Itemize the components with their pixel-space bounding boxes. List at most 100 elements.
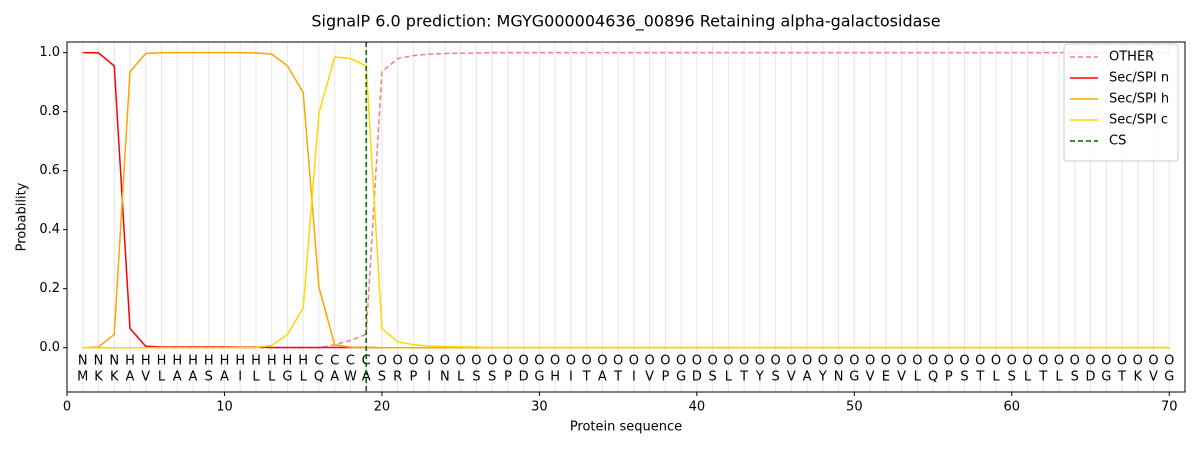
residue-label: L bbox=[268, 370, 276, 385]
residue-label: T bbox=[613, 370, 622, 385]
residue-label: A bbox=[330, 370, 339, 385]
residue-label: T bbox=[975, 370, 984, 385]
region-label: O bbox=[629, 354, 639, 369]
region-label: O bbox=[566, 354, 576, 369]
residue-label: L bbox=[1024, 370, 1032, 385]
region-label: O bbox=[818, 354, 828, 369]
residue-label: A bbox=[173, 370, 182, 385]
series-line bbox=[82, 56, 1170, 349]
residue-label: V bbox=[1149, 370, 1158, 385]
x-axis-label: Protein sequence bbox=[570, 420, 682, 435]
region-label: O bbox=[471, 354, 481, 369]
x-tick-label: 30 bbox=[531, 400, 548, 415]
region-label: O bbox=[597, 354, 607, 369]
residue-label: T bbox=[739, 370, 748, 385]
region-label: O bbox=[928, 354, 938, 369]
residue-label: A bbox=[189, 370, 198, 385]
residue-label: T bbox=[1038, 370, 1047, 385]
legend-label: OTHER bbox=[1109, 50, 1154, 65]
residue-label: I bbox=[569, 370, 573, 385]
residue-label: S bbox=[378, 370, 386, 385]
x-tick-label: 10 bbox=[216, 400, 233, 415]
region-label: H bbox=[141, 354, 151, 369]
region-label: O bbox=[707, 354, 717, 369]
residue-label: S bbox=[1071, 370, 1079, 385]
region-label: O bbox=[1101, 354, 1111, 369]
residue-label: W bbox=[344, 370, 357, 385]
region-label: O bbox=[991, 354, 1001, 369]
region-label: O bbox=[582, 354, 592, 369]
region-label: N bbox=[78, 354, 88, 369]
region-label: C bbox=[330, 354, 339, 369]
region-label: O bbox=[660, 354, 670, 369]
residue-label: R bbox=[393, 370, 402, 385]
y-tick-label: 0.2 bbox=[39, 281, 60, 296]
region-label: H bbox=[267, 354, 277, 369]
region-label: O bbox=[1007, 354, 1017, 369]
y-tick-label: 0.8 bbox=[39, 104, 60, 119]
residue-label: A bbox=[220, 370, 229, 385]
region-label: H bbox=[125, 354, 135, 369]
residue-label: M bbox=[77, 370, 88, 385]
residue-label: Q bbox=[928, 370, 938, 385]
region-label: O bbox=[550, 354, 560, 369]
residue-label: D bbox=[519, 370, 529, 385]
region-label: O bbox=[487, 354, 497, 369]
region-label: O bbox=[534, 354, 544, 369]
region-label: O bbox=[424, 354, 434, 369]
residue-label: L bbox=[725, 370, 733, 385]
legend-label: Sec/SPI n bbox=[1109, 71, 1169, 86]
residue-label: K bbox=[110, 370, 119, 385]
residue-label: P bbox=[504, 370, 512, 385]
residue-label: L bbox=[1055, 370, 1063, 385]
x-tick-label: 70 bbox=[1161, 400, 1178, 415]
residue-label: S bbox=[771, 370, 779, 385]
x-tick-label: 50 bbox=[846, 400, 863, 415]
region-label: H bbox=[220, 354, 230, 369]
region-label: O bbox=[676, 354, 686, 369]
series-line bbox=[82, 51, 1170, 349]
region-label: O bbox=[1054, 354, 1064, 369]
residue-label: V bbox=[866, 370, 875, 385]
region-label: O bbox=[692, 354, 702, 369]
region-label: O bbox=[456, 354, 466, 369]
region-label: O bbox=[503, 354, 513, 369]
legend-label: Sec/SPI c bbox=[1109, 113, 1168, 128]
residue-label: E bbox=[882, 370, 890, 385]
residue-label: G bbox=[282, 370, 292, 385]
region-label: O bbox=[1148, 354, 1158, 369]
x-tick-label: 20 bbox=[374, 400, 391, 415]
region-label: O bbox=[645, 354, 655, 369]
residue-label: V bbox=[787, 370, 796, 385]
region-label: O bbox=[377, 354, 387, 369]
residue-label: N bbox=[440, 370, 450, 385]
region-label: N bbox=[109, 354, 119, 369]
residue-label: A bbox=[598, 370, 607, 385]
region-label: H bbox=[188, 354, 198, 369]
y-tick-label: 0.4 bbox=[39, 222, 60, 237]
residue-label: V bbox=[141, 370, 150, 385]
region-label: C bbox=[314, 354, 323, 369]
residue-label: P bbox=[945, 370, 953, 385]
residue-label: G bbox=[849, 370, 859, 385]
region-label: O bbox=[802, 354, 812, 369]
series-line bbox=[82, 51, 1170, 349]
region-label: H bbox=[283, 354, 293, 369]
series-line bbox=[82, 51, 1170, 349]
residue-label: I bbox=[632, 370, 636, 385]
residue-label: Y bbox=[755, 370, 764, 385]
region-label: O bbox=[1133, 354, 1143, 369]
region-label: N bbox=[94, 354, 104, 369]
residue-label: L bbox=[914, 370, 922, 385]
region-label: O bbox=[959, 354, 969, 369]
region-label: O bbox=[896, 354, 906, 369]
residue-label: A bbox=[126, 370, 135, 385]
residue-label: L bbox=[457, 370, 465, 385]
region-label: O bbox=[1038, 354, 1048, 369]
region-label: O bbox=[770, 354, 780, 369]
x-tick-label: 40 bbox=[689, 400, 706, 415]
region-label: O bbox=[755, 354, 765, 369]
residue-label: A bbox=[362, 370, 371, 385]
region-label: H bbox=[235, 354, 245, 369]
region-label: O bbox=[865, 354, 875, 369]
